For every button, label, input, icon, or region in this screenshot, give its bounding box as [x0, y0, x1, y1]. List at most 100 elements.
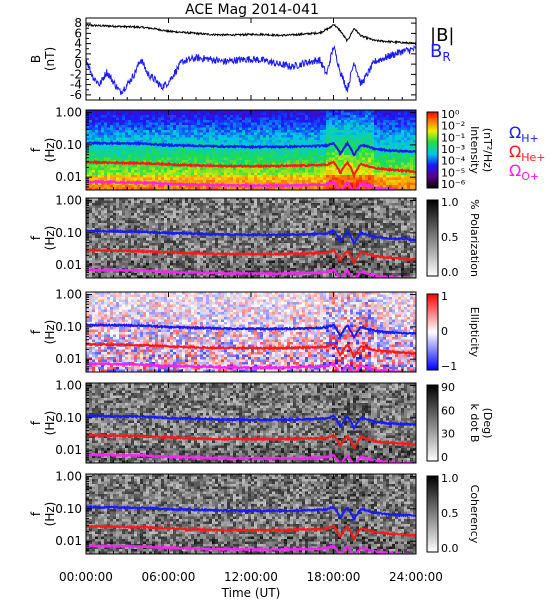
- bfield-yunit: (nT): [43, 47, 57, 71]
- ellipticity-ytick-label: 0.10: [55, 320, 82, 334]
- legend-b-total: |B|: [430, 25, 454, 46]
- coherency-colorbar-tick: 1.0: [441, 472, 459, 485]
- intensity-ylabel: f: [29, 147, 43, 152]
- coherency-colorbar-tick: 0.5: [441, 507, 459, 520]
- coherency-ytick-label: 1.00: [55, 470, 82, 484]
- kdotb-colorbar-tick: 30: [441, 428, 455, 441]
- intensity-ytick-label: 0.10: [55, 138, 82, 152]
- kdotb-ytick-label: 0.01: [55, 443, 82, 457]
- bfield-ytick-label: 2: [74, 47, 82, 61]
- kdotb-ytick-label: 1.00: [55, 379, 82, 393]
- gyro-He-line: [86, 160, 416, 180]
- xtick-label: 24:00:00: [389, 570, 443, 584]
- ellipticity-ylabel: f: [29, 329, 43, 334]
- ellipticity-colorbar-tick: 0: [441, 325, 448, 338]
- coherency-ytick-label: 0.01: [55, 534, 82, 548]
- kdotb-colorbar-tick: 60: [441, 404, 455, 417]
- kdotb-colorbar-tick: 0: [441, 451, 448, 464]
- xtick-label: 06:00:00: [142, 570, 196, 584]
- polarization-colorbar-tick: 0.0: [441, 266, 459, 279]
- intensity-colorbar-tick: 10⁻⁴: [441, 155, 466, 168]
- legend-omega-h-sub: H+: [521, 132, 539, 145]
- coherency-colorbar-tick: 0.0: [441, 542, 459, 555]
- ellipticity-colorbar-tick: −1: [441, 360, 457, 373]
- polarization-colorbar-label: % Polarization: [468, 199, 481, 277]
- figure-title: ACE Mag 2014-041: [185, 2, 319, 18]
- polarization-ytick-label: 0.01: [55, 258, 82, 272]
- intensity-colorbar-tick: 10⁻⁶: [441, 178, 466, 191]
- gyro-H-line: [86, 504, 416, 522]
- legend-b-r-main: B: [430, 41, 442, 62]
- bfield-ytick-label: -6: [70, 88, 82, 102]
- coherency-ylabel: f: [29, 511, 43, 516]
- kdotb-colorbar-tick: 90: [441, 381, 455, 394]
- time-axis: 00:00:00 06:00:00 12:00:00 18:00:00 24:00:00: [59, 18, 443, 584]
- intensity-yunit: (Hz): [43, 138, 57, 163]
- polarization-ytick-label: 1.00: [55, 194, 82, 208]
- gyro-He-line: [86, 342, 416, 360]
- legend-b-r-sub: R: [442, 50, 450, 64]
- series-b-r-line: [86, 44, 416, 96]
- gyro-H-line: [86, 322, 416, 340]
- legend-omega-h: ΩH+: [509, 123, 539, 145]
- gyro-H-line: [86, 140, 416, 157]
- bfield-ytick-label: 6: [74, 26, 82, 40]
- bfield-ytick-label: -4: [70, 78, 82, 92]
- ellipticity-ytick-label: 0.01: [55, 352, 82, 366]
- bfield-ytick-label: 4: [74, 37, 82, 51]
- polarization-colorbar: [426, 199, 439, 277]
- polarization-spectrogram: [86, 198, 416, 278]
- intensity-colorbar-tick: 10⁻³: [441, 143, 465, 156]
- legend-omega-he-sub: He+: [521, 151, 545, 164]
- kdotb-yunit: (Hz): [43, 411, 57, 436]
- ellipticity-yunit: (Hz): [43, 320, 57, 345]
- legend-omega-he-main: Ω: [509, 142, 521, 161]
- kdotb-ytick-label: 0.10: [55, 411, 82, 425]
- panel-coherency: 1.00 0.10 0.01 f (Hz) 1.0 0.5 0.0 Coherency: [29, 470, 481, 555]
- bfield-ytick-label: 0: [74, 57, 82, 71]
- polarization-colorbar-tick: 0.5: [441, 231, 459, 244]
- bfield-ylabel: B: [29, 55, 43, 63]
- gyro-He-line: [86, 432, 416, 450]
- xtick-label: 18:00:00: [307, 570, 361, 584]
- kdotb-colorbar-unit: (Deg): [481, 408, 494, 439]
- polarization-ytick-label: 0.10: [55, 226, 82, 240]
- polarization-colorbar-tick: 1.0: [441, 196, 459, 209]
- panel-intensity: 1.00 0.10 0.01 f (Hz) 10⁰10⁻²10⁻¹10⁻³10⁻⁴10⁻⁵…: [29, 106, 494, 191]
- intensity-colorbar-label: Intensity: [468, 126, 481, 174]
- intensity-colorbar-tick: 10⁻⁵: [441, 166, 465, 179]
- legend-omega-o-main: Ω: [509, 161, 521, 180]
- panel-polarization: 1.00 0.10 0.01 f (Hz) 1.0 0.5 0.0 % Polarization: [29, 194, 481, 279]
- legend-omega-o: ΩO+: [509, 161, 539, 183]
- gyro-H-line: [86, 228, 416, 246]
- legend-b-r: BR: [430, 41, 451, 64]
- intensity-ytick-label: 1.00: [55, 106, 82, 120]
- intensity-colorbar-tick: 10⁻²: [441, 120, 465, 133]
- kdotb-colorbar: [426, 384, 439, 462]
- intensity-ytick-label: 0.01: [55, 170, 82, 184]
- intensity-colorbar-unit: (nT²/Hz): [481, 128, 494, 172]
- gyro-H-line: [86, 413, 416, 431]
- panel-kdotb: 1.00 0.10 0.01 f (Hz) 90 60 30 0 k dot B (Deg): [29, 379, 494, 464]
- intensity-colorbar: [426, 111, 439, 189]
- ellipticity-colorbar: [426, 293, 439, 371]
- kdotb-ylabel: f: [29, 420, 43, 425]
- legend-omega-h-main: Ω: [509, 123, 521, 142]
- bfield-ytick-label: -2: [70, 67, 82, 81]
- legend-omega-o-sub: O+: [521, 170, 539, 183]
- polarization-ylabel: f: [29, 235, 43, 240]
- ellipticity-colorbar-tick: 1: [441, 290, 448, 303]
- intensity-colorbar-tick: 10⁻¹: [441, 131, 465, 144]
- gyro-legend: ΩH+ ΩHe+ ΩO+: [509, 123, 546, 183]
- series-b-total-line: [86, 23, 416, 45]
- coherency-yunit: (Hz): [43, 502, 57, 527]
- bfield-lines: [86, 23, 416, 96]
- polarization-yunit: (Hz): [43, 226, 57, 251]
- coherency-ytick-label: 0.10: [55, 502, 82, 516]
- x-axis-label: Time (UT): [221, 586, 281, 600]
- gyro-He-line: [86, 524, 416, 542]
- bfield-ytick-label: 8: [74, 16, 82, 30]
